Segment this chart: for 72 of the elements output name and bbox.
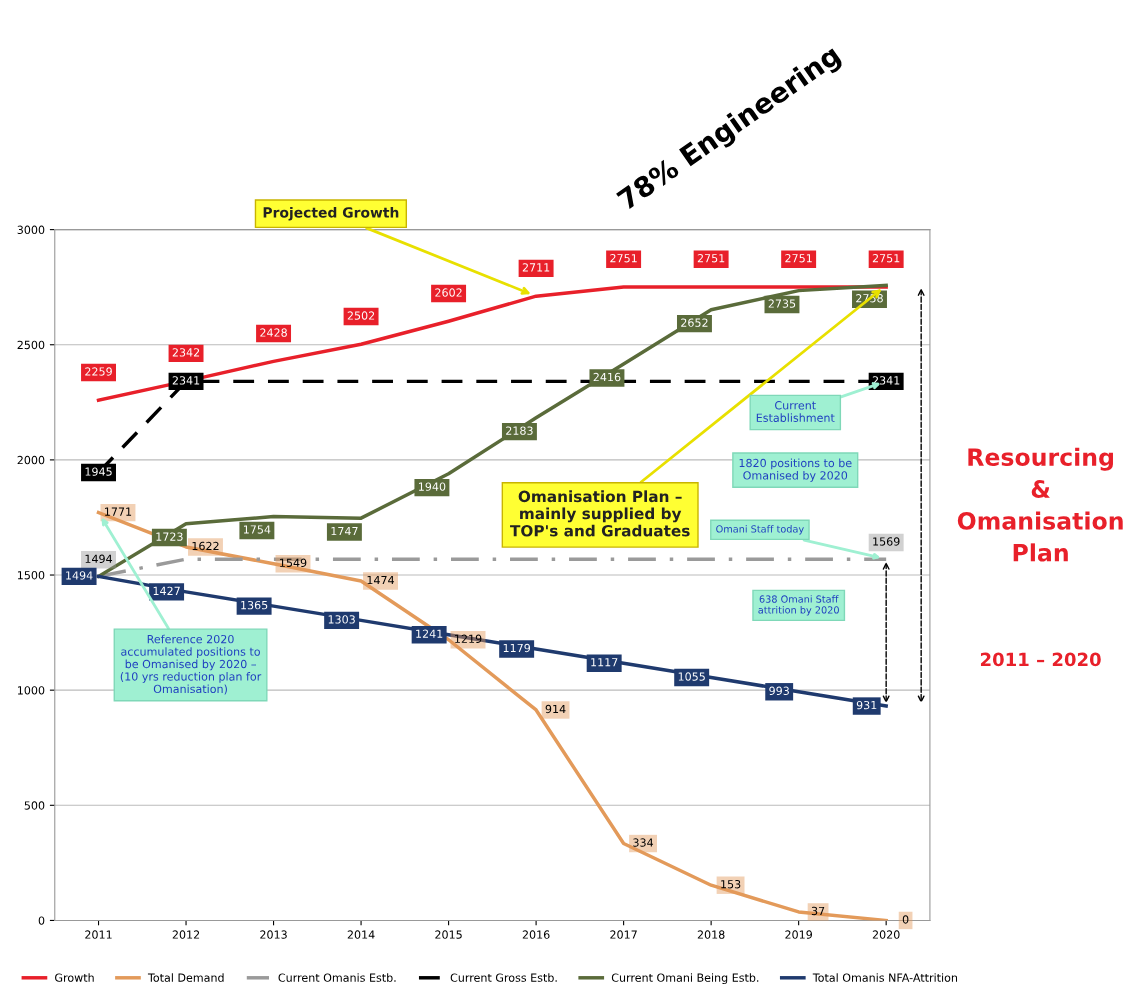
- data-label: 2502: [347, 311, 375, 320]
- legend-label: Total Demand: [147, 973, 224, 982]
- text: Resourcing & Omanisation Plan: [957, 447, 1123, 562]
- data-label: 37: [811, 906, 825, 916]
- y-tick-label: 0: [38, 916, 45, 925]
- y-tick-label: 3000: [17, 225, 45, 234]
- data-label: 2751: [610, 253, 637, 263]
- legend-label: Total Omanis NFA-Attrition: [812, 973, 958, 982]
- data-label: 2735: [768, 299, 796, 308]
- data-label: 1365: [241, 600, 268, 610]
- x-tick-label: 2013: [260, 930, 287, 939]
- annotation: Projected Growth: [263, 206, 399, 221]
- x-tick-label: 2016: [522, 930, 550, 939]
- y-tick-label: 1500: [17, 571, 45, 580]
- annotation: Reference 2020 accumulated positions to be Omanised by 2020 – (10 yrs reduction plan for Omanisation): [120, 634, 262, 695]
- data-label: 2711: [522, 263, 550, 272]
- legend-label: Growth: [55, 973, 94, 982]
- data-label: 2342: [172, 348, 200, 357]
- data-label: 914: [545, 704, 566, 714]
- data-label: 1747: [331, 527, 358, 536]
- x-tick-label: 2014: [347, 930, 375, 939]
- data-label: 1117: [591, 658, 618, 667]
- data-label: 2751: [872, 253, 900, 263]
- annotation: 1820 positions to be Omanised by 2020: [739, 458, 852, 482]
- data-label: 0: [902, 915, 909, 924]
- data-label: 1754: [243, 525, 271, 534]
- data-label: 2751: [697, 253, 725, 263]
- data-label: 1549: [280, 558, 307, 567]
- data-label: 1179: [503, 643, 531, 653]
- data-label: 1241: [416, 629, 443, 638]
- x-tick-label: 2017: [610, 930, 637, 939]
- legend-label: Current Omani Being Estb.: [611, 973, 759, 984]
- y-tick-label: 2000: [17, 455, 45, 465]
- y-tick-label: 1000: [17, 686, 45, 695]
- data-label: 1494: [85, 554, 113, 563]
- data-label: 2751: [785, 253, 812, 263]
- text: 2011 – 2020: [980, 652, 1101, 667]
- data-label: 2259: [85, 367, 112, 376]
- y-tick-label: 2500: [17, 340, 45, 350]
- data-label: 1771: [105, 507, 132, 516]
- x-tick-label: 2020: [872, 930, 900, 939]
- data-label: 1622: [192, 541, 219, 551]
- data-label: 1723: [156, 532, 183, 541]
- annotation: Omani Staff today: [716, 525, 804, 535]
- x-tick-label: 2019: [785, 930, 812, 939]
- x-tick-label: 2012: [172, 930, 200, 939]
- legend-label: Current Gross Estb.: [450, 973, 557, 982]
- data-label: 334: [633, 838, 654, 847]
- data-label: 1940: [419, 482, 446, 491]
- data-label: 2652: [681, 318, 708, 327]
- data-label: 1219: [455, 634, 482, 643]
- data-label: 2416: [593, 372, 621, 382]
- annotation: Omanisation Plan – mainly supplied by TOP's and Graduates: [510, 490, 690, 537]
- x-tick-label: 2018: [697, 930, 725, 939]
- data-label: 993: [769, 686, 789, 695]
- x-tick-label: 2015: [435, 930, 462, 939]
- data-label: 931: [856, 700, 877, 710]
- x-tick-label: 2011: [85, 930, 112, 939]
- data-label: 2183: [506, 426, 533, 435]
- data-label: 153: [721, 880, 741, 889]
- legend-label: Current Omanis Estb.: [278, 973, 396, 982]
- data-label: 1494: [66, 571, 93, 580]
- data-label: 1474: [367, 575, 395, 585]
- data-label: 1055: [678, 672, 705, 681]
- data-label: 1569: [873, 537, 900, 546]
- data-label: 1427: [153, 586, 180, 595]
- data-label: 2602: [435, 288, 462, 297]
- annotation: Current Establishment: [756, 401, 835, 422]
- y-tick-label: 500: [24, 801, 45, 810]
- data-label: 2428: [260, 328, 287, 337]
- annotation: 638 Omani Staff attrition by 2020: [758, 595, 839, 616]
- data-label: 1303: [328, 615, 355, 624]
